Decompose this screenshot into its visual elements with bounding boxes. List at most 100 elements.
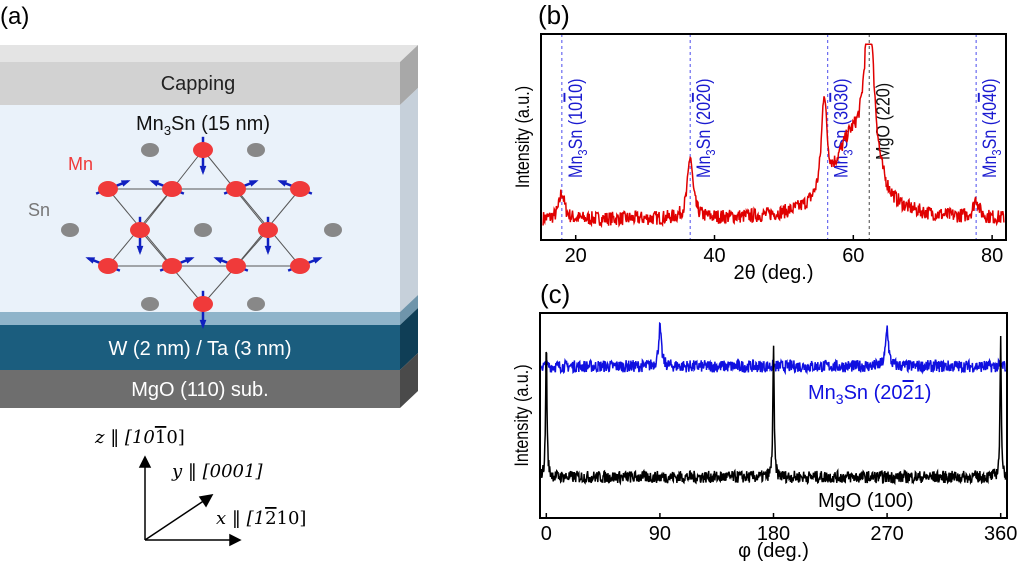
spin-arrowhead xyxy=(136,245,144,255)
spin-arrowhead xyxy=(199,165,207,175)
peak-label: MgO (220) xyxy=(872,83,894,160)
peak-label-rest: Sn (40 xyxy=(979,102,1001,150)
sn-atom xyxy=(247,143,265,157)
panel-b-label: (b) xyxy=(538,0,570,30)
layer-stack xyxy=(0,45,418,408)
substrate-side xyxy=(400,353,418,408)
peak-label-rest: Sn (10 xyxy=(565,102,587,150)
peak-label-bar: 1 xyxy=(565,93,587,102)
peak-label-main: Mn xyxy=(565,156,587,178)
spin-arrowhead xyxy=(312,257,323,264)
x-axis-label: x ‖ [1210] xyxy=(216,508,306,529)
capping-label: Capping xyxy=(161,73,236,95)
mn-atom xyxy=(258,222,278,238)
y-axis-title: Intensity (a.u.) xyxy=(511,364,533,466)
peak-label-sub: 3 xyxy=(841,149,856,155)
peak-label: Mn3Sn (1010) xyxy=(565,79,590,178)
series-label-sub: 3 xyxy=(836,391,844,407)
peak-label-main: Mn xyxy=(979,156,1001,178)
x-tick-label: 80 xyxy=(981,245,1003,267)
spin-arrowhead xyxy=(120,180,131,187)
mn-atom-label: Mn xyxy=(68,154,93,174)
sn-atom xyxy=(247,297,265,311)
z-axis-label-main: z ‖ [10 xyxy=(94,427,155,448)
y-arrowhead xyxy=(198,494,214,508)
film-side xyxy=(400,88,418,312)
mgo-series-label: MgO (100) xyxy=(818,490,914,512)
kagome-lattice xyxy=(61,136,342,329)
peak-label-main: Mn xyxy=(693,156,715,178)
sn-atom xyxy=(141,297,159,311)
mn-atom xyxy=(290,258,310,274)
spin-arrowhead xyxy=(199,319,207,329)
sn-atom-label: Sn xyxy=(28,200,50,220)
peak-label-end: 0) xyxy=(565,79,587,93)
series-label-end: 1) xyxy=(914,382,932,404)
z-axis-label-end: 0] xyxy=(166,427,184,448)
x-arrowhead xyxy=(229,533,242,547)
mn-atom xyxy=(98,181,118,197)
peak-label-sub: 3 xyxy=(575,149,590,155)
x-axis-title: 2θ (deg.) xyxy=(733,262,813,284)
substrate-layer xyxy=(0,370,400,408)
spin-arrowhead xyxy=(213,257,224,264)
x-tick-label: 40 xyxy=(703,245,725,267)
spin-arrowhead xyxy=(85,257,96,264)
x-tick-label: 90 xyxy=(649,523,671,545)
panel-c-label: (c) xyxy=(540,279,570,309)
mn-atom xyxy=(290,181,310,197)
sn-atom xyxy=(324,223,342,237)
x-tick-label: 0 xyxy=(541,523,552,545)
peak-label-end: 0) xyxy=(979,79,1001,93)
peak-label-main: MgO (220) xyxy=(872,83,894,160)
sn-atom xyxy=(194,223,212,237)
xrd-2theta-chart: Mn3Sn (1010)Mn3Sn (2020)Mn3Sn (3030) MgO … xyxy=(512,33,1007,284)
interface-band xyxy=(0,312,400,325)
stack-top-face xyxy=(0,45,418,62)
peak-label-rest: Sn (20 xyxy=(693,102,715,150)
peak-label-sub: 3 xyxy=(703,149,718,155)
peak-label-bar: 4 xyxy=(979,93,1001,102)
peak-label: Mn3Sn (4040) xyxy=(979,79,1004,178)
z-axis-label: z ‖ [1010] xyxy=(94,427,185,448)
x-axis-title: φ (deg.) xyxy=(738,540,809,562)
film-label-rest: Sn (15 nm) xyxy=(171,113,270,135)
x-tick-label: 180 xyxy=(757,523,790,545)
z-axis-label-bar: 1 xyxy=(155,427,166,448)
peak-label-bar: 3 xyxy=(830,93,852,102)
capping-side xyxy=(400,45,418,105)
series-label-main: Mn xyxy=(808,382,836,404)
film-label: Mn3Sn (15 nm) xyxy=(136,113,270,138)
mgo-series-line xyxy=(540,335,1007,486)
film-label-sub: 3 xyxy=(164,123,171,138)
mn3sn-series-label: Mn3Sn (2021) xyxy=(808,382,931,407)
mn-atom xyxy=(98,258,118,274)
mn3sn-layer xyxy=(0,105,400,312)
mn-atom xyxy=(162,258,182,274)
interface-side xyxy=(400,295,418,325)
spin-arrowhead xyxy=(264,245,272,255)
peak-label-end: 0) xyxy=(830,79,852,93)
crystal-axes xyxy=(138,455,242,547)
y-axis-label: y ‖ [0001] xyxy=(171,461,263,482)
peak-label-end: 0) xyxy=(693,79,715,93)
mn-atom xyxy=(226,181,246,197)
y-axis-title: Intensity (a.u.) xyxy=(512,86,534,188)
panel-a-label: (a) xyxy=(0,3,29,30)
mn-atom xyxy=(130,222,150,238)
phi-scan-chart: Mn3Sn (2021) MgO (100) 0 90 180 270 360 φ (deg.… xyxy=(511,312,1017,562)
x-axis-label-bar: 2 xyxy=(265,508,276,529)
xrd-series-line xyxy=(542,43,1005,229)
x-axis-label-end: 10] xyxy=(277,508,307,529)
spin-arrowhead xyxy=(184,257,195,264)
substrate-label: MgO (110) sub. xyxy=(131,379,268,401)
mn-atom xyxy=(193,142,213,158)
x-tick-label: 270 xyxy=(870,523,903,545)
z-arrowhead xyxy=(138,455,152,468)
sn-atom xyxy=(61,223,79,237)
x-tick-label: 20 xyxy=(565,245,587,267)
spin-arrowhead xyxy=(149,180,160,187)
mn-atom xyxy=(193,296,213,312)
mn-atom xyxy=(226,258,246,274)
